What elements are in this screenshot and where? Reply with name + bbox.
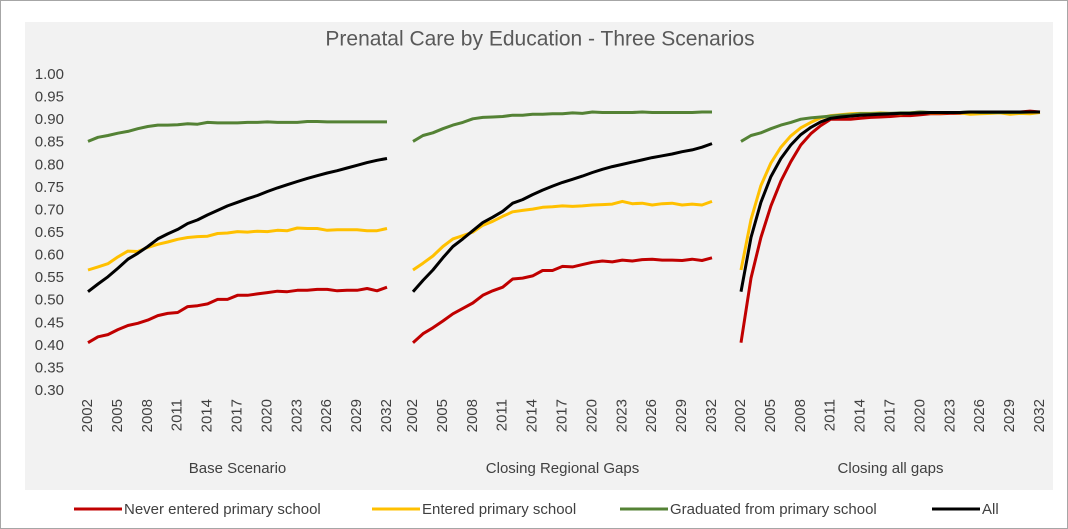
series-line xyxy=(411,142,713,293)
x-tick-label: 2029 xyxy=(1001,399,1018,432)
x-tick-label: 2029 xyxy=(673,399,690,432)
x-tick-label: 2032 xyxy=(1031,399,1048,432)
panel-label: Closing all gaps xyxy=(838,460,944,477)
x-tick-label: 2032 xyxy=(703,399,720,432)
x-tick-label: 2032 xyxy=(378,399,395,432)
x-tick-label: 2005 xyxy=(434,399,451,432)
x-tick-label: 2014 xyxy=(852,399,869,432)
y-tick-label: 0.90 xyxy=(35,111,64,128)
x-tick-label: 2014 xyxy=(524,399,541,432)
y-tick-label: 0.75 xyxy=(35,179,64,196)
panel-label: Base Scenario xyxy=(189,460,287,477)
y-tick-label: 0.95 xyxy=(35,89,64,106)
y-tick-label: 0.35 xyxy=(35,359,64,376)
x-tick-label: 2002 xyxy=(404,399,421,432)
series-line xyxy=(411,256,713,344)
y-tick-label: 0.30 xyxy=(35,382,64,399)
plot-background xyxy=(25,22,1053,490)
x-tick-label: 2029 xyxy=(348,399,365,432)
series-line xyxy=(87,285,388,344)
y-tick-label: 0.45 xyxy=(35,314,64,331)
x-tick-label: 2002 xyxy=(732,399,749,432)
x-tick-label: 2023 xyxy=(288,399,305,432)
y-tick-label: 0.70 xyxy=(35,201,64,218)
x-tick-label: 2014 xyxy=(199,399,216,432)
x-tick-label: 2023 xyxy=(941,399,958,432)
x-tick-label: 2011 xyxy=(169,399,186,431)
x-tick-label: 2017 xyxy=(553,399,570,432)
panel-label: Closing Regional Gaps xyxy=(486,460,639,477)
x-tick-label: 2020 xyxy=(583,399,600,432)
y-tick-label: 0.65 xyxy=(35,224,64,241)
x-tick-label: 2005 xyxy=(109,399,126,432)
series-line xyxy=(739,110,1040,292)
x-tick-label: 2011 xyxy=(494,399,511,431)
x-tick-label: 2008 xyxy=(464,399,481,432)
x-tick-label: 2002 xyxy=(79,399,96,432)
y-tick-label: 0.60 xyxy=(35,247,64,264)
legend-label: Never entered primary school xyxy=(124,501,321,518)
x-tick-label: 2026 xyxy=(643,399,660,432)
legend-label: All xyxy=(982,501,999,518)
y-tick-label: 0.55 xyxy=(35,269,64,286)
x-tick-label: 2020 xyxy=(258,399,275,432)
x-tick-label: 2023 xyxy=(613,399,630,432)
x-tick-label: 2008 xyxy=(792,399,809,432)
legend-label: Entered primary school xyxy=(422,501,576,518)
x-tick-label: 2026 xyxy=(318,399,335,432)
series-line xyxy=(412,199,713,272)
y-tick-label: 0.40 xyxy=(35,337,64,354)
x-tick-label: 2005 xyxy=(762,399,779,432)
x-tick-label: 2026 xyxy=(971,399,988,432)
chart-title: Prenatal Care by Education - Three Scena… xyxy=(325,28,754,51)
y-tick-label: 0.85 xyxy=(35,134,64,151)
y-tick-label: 0.50 xyxy=(35,292,64,309)
series-line xyxy=(412,110,712,143)
x-tick-label: 2017 xyxy=(228,399,245,432)
y-tick-label: 0.80 xyxy=(35,156,64,173)
series-line xyxy=(87,120,387,143)
x-tick-label: 2011 xyxy=(822,399,839,431)
x-tick-label: 2017 xyxy=(881,399,898,432)
x-tick-label: 2020 xyxy=(911,399,928,432)
x-tick-label: 2008 xyxy=(139,399,156,432)
y-tick-label: 1.00 xyxy=(35,66,64,83)
series-line xyxy=(87,157,388,293)
legend-label: Graduated from primary school xyxy=(670,501,877,518)
